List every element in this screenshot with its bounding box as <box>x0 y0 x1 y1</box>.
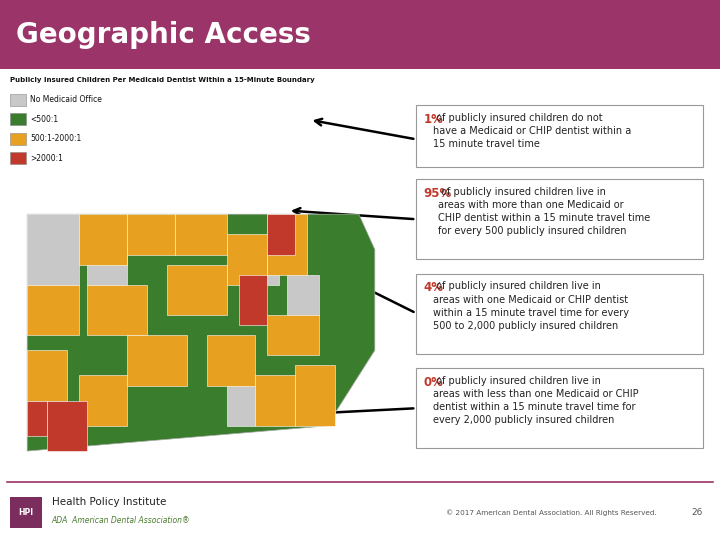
Polygon shape <box>79 375 127 426</box>
Polygon shape <box>267 214 295 254</box>
Polygon shape <box>87 249 127 285</box>
Text: 1%: 1% <box>423 113 444 126</box>
Polygon shape <box>267 315 319 355</box>
Polygon shape <box>227 234 267 285</box>
Polygon shape <box>127 335 187 386</box>
FancyBboxPatch shape <box>416 179 703 259</box>
Polygon shape <box>295 366 335 426</box>
Text: Geographic Access: Geographic Access <box>16 21 311 49</box>
FancyBboxPatch shape <box>416 105 703 167</box>
Polygon shape <box>127 214 175 254</box>
Text: 26: 26 <box>691 508 703 517</box>
Polygon shape <box>27 350 67 401</box>
Polygon shape <box>267 214 307 275</box>
FancyBboxPatch shape <box>10 113 26 125</box>
Polygon shape <box>255 375 295 426</box>
FancyBboxPatch shape <box>10 133 26 145</box>
Polygon shape <box>27 214 375 451</box>
FancyBboxPatch shape <box>0 0 720 69</box>
Text: Publicly Insured Children Per Medicaid Dentist Within a 15-Minute Boundary: Publicly Insured Children Per Medicaid D… <box>10 77 315 83</box>
FancyBboxPatch shape <box>10 94 26 106</box>
Polygon shape <box>79 214 127 265</box>
Text: >2000:1: >2000:1 <box>30 154 63 163</box>
Text: 4%: 4% <box>423 281 444 294</box>
Polygon shape <box>239 275 267 325</box>
Polygon shape <box>87 285 147 335</box>
Polygon shape <box>175 214 227 254</box>
FancyBboxPatch shape <box>10 497 42 528</box>
FancyBboxPatch shape <box>416 274 703 354</box>
Polygon shape <box>27 401 48 436</box>
Polygon shape <box>247 254 279 285</box>
Text: ADA  American Dental Association®: ADA American Dental Association® <box>52 516 191 525</box>
Polygon shape <box>167 265 227 315</box>
Text: of publicly insured children live in
areas with one Medicaid or CHIP dentist
wit: of publicly insured children live in are… <box>433 281 629 331</box>
Polygon shape <box>48 401 87 451</box>
Text: of publicly insured children do not
have a Medicaid or CHIP dentist within a
15 : of publicly insured children do not have… <box>433 113 631 149</box>
Polygon shape <box>207 335 255 386</box>
Polygon shape <box>287 275 319 315</box>
Text: of publicly insured children live in
areas with more than one Medicaid or
CHIP d: of publicly insured children live in are… <box>438 187 650 237</box>
Text: No Medicaid Office: No Medicaid Office <box>30 96 102 104</box>
FancyBboxPatch shape <box>416 368 703 448</box>
Text: <500:1: <500:1 <box>30 115 58 124</box>
Text: 95%: 95% <box>423 187 451 200</box>
Polygon shape <box>27 285 79 335</box>
Text: 0%: 0% <box>423 376 444 389</box>
Text: 500:1-2000:1: 500:1-2000:1 <box>30 134 81 143</box>
Polygon shape <box>27 214 79 285</box>
Text: Health Policy Institute: Health Policy Institute <box>52 497 166 507</box>
Text: HPI: HPI <box>18 508 34 517</box>
Text: of publicly insured children live in
areas with less than one Medicaid or CHIP
d: of publicly insured children live in are… <box>433 376 639 426</box>
Polygon shape <box>227 386 255 426</box>
Text: © 2017 American Dental Association. All Rights Reserved.: © 2017 American Dental Association. All … <box>446 509 657 516</box>
FancyBboxPatch shape <box>10 152 26 164</box>
